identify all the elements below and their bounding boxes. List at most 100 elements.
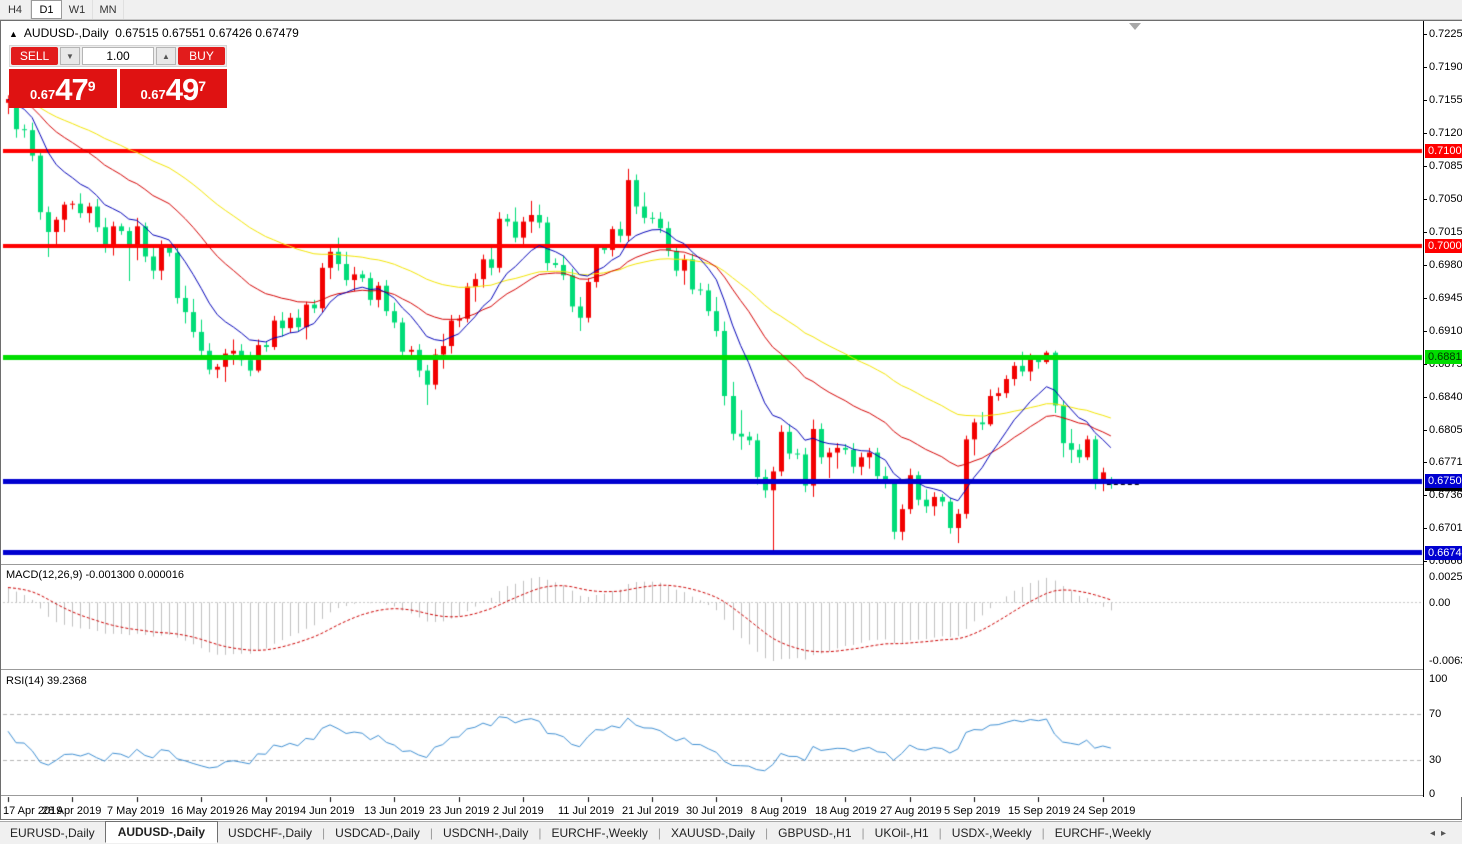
price-axis-tick (1424, 166, 1427, 167)
rsi-indicator-label: RSI(14) 39.2368 (6, 675, 87, 687)
one-click-trade-panel: SELL ▼ 1.00 ▲ BUY 0.67 47 9 0.67 49 7 (9, 45, 227, 108)
time-axis-label: 2 Jul 2019 (493, 805, 544, 817)
tab-separator: | (538, 826, 542, 840)
sell-price-main: 47 (55, 72, 88, 107)
chart-tab-eurchf-weekly[interactable]: EURCHF-,Weekly (1054, 826, 1152, 840)
price-axis-tick (1424, 397, 1427, 398)
volume-input[interactable]: 1.00 (82, 47, 154, 65)
time-axis-label: 30 Jul 2019 (686, 805, 743, 817)
price-axis-tick (1424, 34, 1427, 35)
time-axis-label: 5 Sep 2019 (944, 805, 1001, 817)
time-axis-label: 18 Aug 2019 (815, 805, 877, 817)
timeframe-button-h4[interactable]: H4 (0, 0, 31, 19)
volume-increase-icon[interactable]: ▲ (156, 47, 176, 65)
buy-price-prefix: 0.67 (140, 87, 166, 102)
pane-separator[interactable] (1, 669, 1462, 671)
chart-tab-usdcad-daily[interactable]: USDCAD-,Daily (335, 826, 420, 840)
chart-tab-xauusd-daily[interactable]: XAUUSD-,Daily (671, 826, 756, 840)
price-chart-canvas[interactable] (1, 21, 1462, 821)
chart-tab-gbpusd-h1[interactable]: GBPUSD-,H1 (778, 826, 852, 840)
time-axis-label: 16 May 2019 (171, 805, 235, 817)
chart-tab-bar: EURUSD-,Daily AUDUSD-,Daily USDCHF-,Daily |… (0, 821, 1462, 844)
chart-tab-eurchf-weekly[interactable]: EURCHF-,Weekly (551, 826, 648, 840)
macd-axis-label: -0.006326 (1429, 655, 1462, 667)
timeframe-button-d1[interactable]: D1 (31, 0, 62, 19)
price-axis-tick (1424, 67, 1427, 68)
time-axis-label: 24 Sep 2019 (1073, 805, 1136, 817)
sell-button[interactable]: SELL (11, 47, 58, 65)
tab-separator: | (861, 826, 865, 840)
time-axis-label: 17 Apr 2019 (3, 805, 63, 817)
chart-shift-marker-icon[interactable] (1129, 23, 1141, 30)
time-axis-label: 4 Jun 2019 (300, 805, 355, 817)
price-axis-tick (1424, 133, 1427, 134)
price-axis-tick (1424, 462, 1427, 463)
macd-axis-label: 0.00 (1429, 597, 1451, 609)
price-axis-tick (1424, 430, 1427, 431)
time-axis-label: 26 May 2019 (236, 805, 300, 817)
buy-price-pip: 7 (198, 78, 207, 94)
timeframe-button-mn[interactable]: MN (93, 0, 124, 19)
tab-separator: | (938, 826, 942, 840)
chart-tab-eurusd-daily[interactable]: EURUSD-,Daily (10, 826, 95, 840)
tab-separator: | (1041, 826, 1045, 840)
time-axis-label: 23 Jun 2019 (429, 805, 490, 817)
buy-price-box[interactable]: 0.67 49 7 (119, 69, 227, 108)
macd-axis-label: 0.002574 (1429, 571, 1462, 583)
macd-indicator-label: MACD(12,26,9) -0.001300 0.000016 (6, 569, 184, 581)
pane-separator[interactable] (1, 564, 1462, 566)
price-axis-tick (1424, 561, 1427, 562)
tab-separator: | (765, 826, 769, 840)
rsi-axis-label: 100 (1429, 673, 1448, 685)
price-axis-tick (1424, 199, 1427, 200)
chart-tab-usdchf-daily[interactable]: USDCHF-,Daily (228, 826, 313, 840)
sell-price-pip: 9 (87, 78, 96, 94)
time-axis-label: 7 May 2019 (107, 805, 165, 817)
sell-price-prefix: 0.67 (29, 87, 56, 102)
time-axis-label: 13 Jun 2019 (364, 805, 425, 817)
sell-price-box[interactable]: 0.67 47 9 (9, 69, 117, 108)
buy-button[interactable]: BUY (178, 47, 225, 65)
chart-window: ▲ AUDUSD-,Daily 0.67515 0.67551 0.67426 0… (0, 20, 1462, 821)
chart-tab-ukoil-h1[interactable]: UKOil-,H1 (874, 826, 929, 840)
time-axis-label: 21 Jul 2019 (622, 805, 679, 817)
rsi-axis-label: 0 (1429, 788, 1436, 800)
time-axis-label: 11 Jul 2019 (558, 805, 615, 817)
hline-price-tag: 0.71005 (1425, 144, 1462, 158)
chart-title-row: ▲ AUDUSD-,Daily 0.67515 0.67551 0.67426 0… (9, 26, 299, 40)
price-axis-tick (1424, 495, 1427, 496)
time-axis-label: 28 Apr 2019 (42, 805, 102, 817)
price-axis-tick (1424, 528, 1427, 529)
timeframe-button-w1[interactable]: W1 (62, 0, 93, 19)
tab-separator: | (429, 826, 433, 840)
price-axis-tick (1424, 331, 1427, 332)
price-axis-tick (1424, 100, 1427, 101)
hline-price-tag: 0.70002 (1425, 239, 1462, 253)
volume-decrease-icon[interactable]: ▼ (60, 47, 80, 65)
chart-tab-usdcnh-daily[interactable]: USDCNH-,Daily (442, 826, 529, 840)
time-axis-label: 27 Aug 2019 (880, 805, 942, 817)
price-axis-tick (1424, 265, 1427, 266)
timeframe-toolbar: H4 D1 W1 MN (0, 0, 1462, 20)
tab-separator: | (322, 826, 326, 840)
tab-separator: | (657, 826, 662, 840)
hline-price-tag: 0.68819 (1425, 350, 1462, 364)
tab-scroll-arrows[interactable]: ◂▸ (1429, 827, 1452, 839)
time-axis-label: 15 Sep 2019 (1008, 805, 1071, 817)
price-axis-tick (1424, 298, 1427, 299)
chart-tab-usdx-weekly[interactable]: USDX-,Weekly (951, 826, 1032, 840)
chart-tab-audusd-daily[interactable]: AUDUSD-,Daily (104, 821, 219, 843)
panel-collapse-icon[interactable]: ▲ (9, 29, 18, 39)
